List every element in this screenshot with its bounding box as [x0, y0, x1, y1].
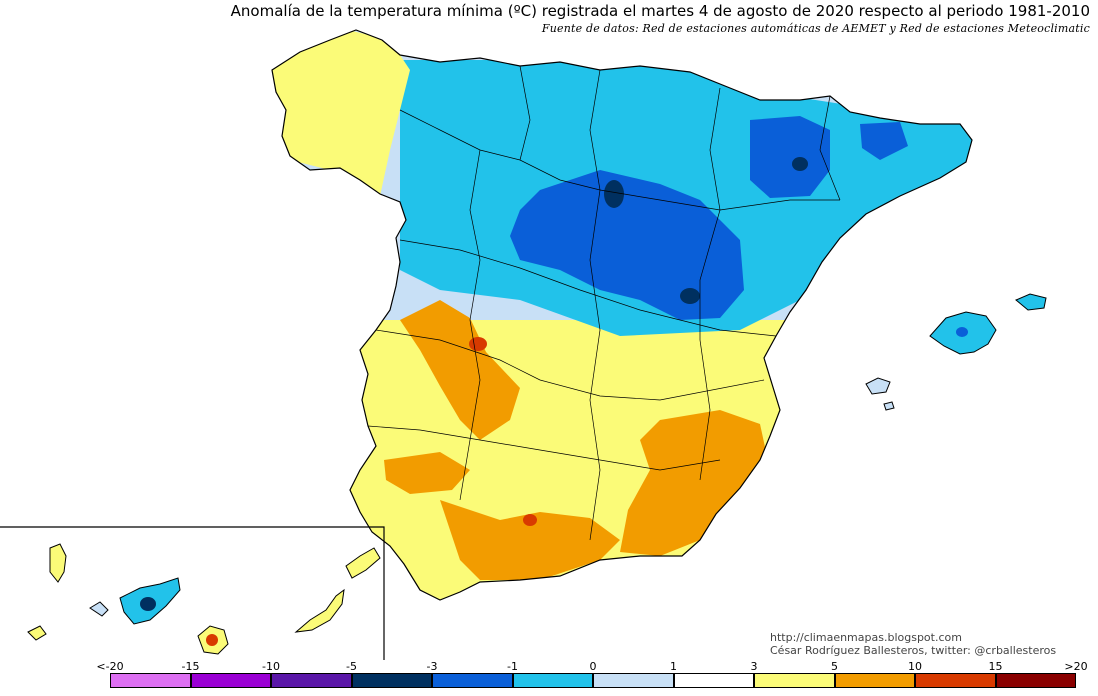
gran-canaria-warm-core — [206, 634, 218, 646]
legend-label: 0 — [589, 660, 597, 673]
mallorca-cold-core — [956, 327, 968, 337]
blog-url: http://climaenmapas.blogspot.com — [770, 631, 962, 644]
author-credit: César Rodríguez Ballesteros, twitter: @c… — [770, 644, 1057, 657]
coldspot-soria — [680, 288, 700, 304]
legend-label: 5 — [831, 660, 838, 673]
legend-label: -1 — [507, 660, 518, 673]
legend-swatch — [915, 673, 996, 688]
legend-label: 1 — [670, 660, 677, 673]
zone-extremadura-orange — [400, 300, 520, 440]
formentera — [883, 401, 895, 411]
legend-label: <-20 — [96, 660, 124, 673]
balearic-islands — [865, 293, 1047, 411]
legend-swatch — [754, 673, 835, 688]
zone-galicia-yellow — [272, 30, 410, 196]
legend-label: -15 — [181, 660, 200, 673]
la-palma — [49, 543, 67, 583]
inset-border — [0, 526, 385, 660]
menorca — [1015, 293, 1047, 311]
legend-swatch — [834, 673, 915, 688]
coldspot-rioja — [792, 157, 808, 171]
map-title: Anomalía de la temperatura mínima (ºC) r… — [230, 2, 1090, 20]
legend-label: >20 — [1064, 660, 1088, 673]
zone-navarra-blue — [860, 122, 908, 160]
zone-ebro-blue — [750, 116, 830, 198]
legend-swatch — [432, 673, 513, 688]
el-hierro — [89, 601, 109, 617]
peninsula — [271, 29, 973, 601]
province-borders — [367, 65, 841, 541]
legend-label: -10 — [262, 660, 280, 673]
legend-swatch — [190, 673, 271, 688]
la-gomera — [27, 625, 47, 641]
legend-swatch — [995, 673, 1076, 688]
coldspot-burgos — [604, 180, 624, 208]
zone-castilla-blue — [510, 170, 744, 320]
legend-label: 10 — [908, 660, 922, 673]
legend-swatch — [110, 673, 191, 688]
legend-label: -3 — [426, 660, 438, 673]
legend-swatch — [351, 673, 432, 688]
legend-label: 3 — [750, 660, 758, 673]
data-source-note: Fuente de datos: Red de estaciones autom… — [541, 22, 1090, 35]
anomaly-map — [0, 29, 1047, 660]
legend-swatch — [271, 673, 352, 688]
color-legend: <-20 -15 -10 -5 -3 -1 0 1 3 5 10 15 >20 — [0, 660, 1098, 696]
peninsula-outline — [271, 29, 973, 601]
hotspot-cordoba — [523, 514, 537, 526]
tenerife-cold-core — [140, 597, 156, 611]
legend-swatch — [512, 673, 593, 688]
fuerteventura — [294, 588, 345, 633]
legend-swatch — [673, 673, 754, 688]
lanzarote — [345, 547, 381, 579]
ibiza — [865, 377, 891, 395]
zone-murcia-orange — [620, 410, 770, 556]
canary-inset — [0, 526, 385, 660]
hotspot-badajoz — [469, 337, 487, 351]
legend-label: -5 — [346, 660, 357, 673]
zone-andalucia-orange — [440, 500, 620, 580]
credits: http://climaenmapas.blogspot.com César R… — [770, 631, 1056, 657]
legend-swatch — [593, 673, 674, 688]
zone-huelva-orange — [384, 452, 470, 494]
legend-label: 15 — [988, 660, 1003, 673]
